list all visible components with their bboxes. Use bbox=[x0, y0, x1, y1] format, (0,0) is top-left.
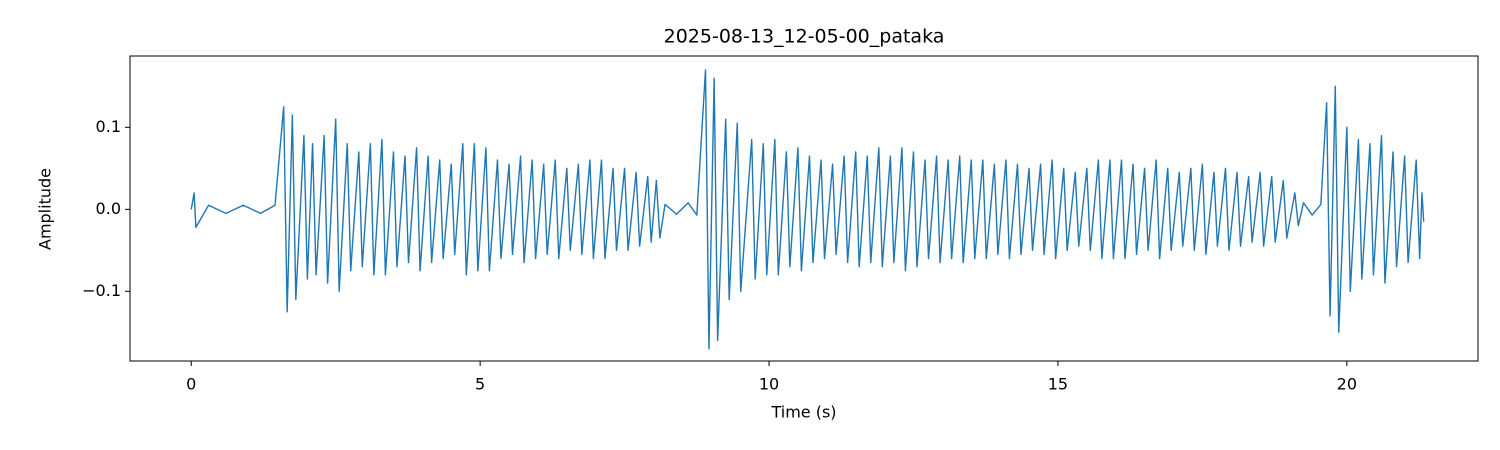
y-axis-label: Amplitude bbox=[36, 168, 55, 250]
y-tick-label: −0.1 bbox=[82, 281, 121, 300]
y-tick-label: 0.0 bbox=[96, 199, 121, 218]
x-axis-label: Time (s) bbox=[770, 403, 836, 422]
x-tick-label: 0 bbox=[186, 375, 196, 394]
waveform-line bbox=[190, 69, 1425, 350]
plot-frame bbox=[129, 55, 1479, 362]
x-tick-label: 20 bbox=[1337, 375, 1357, 394]
y-tick-label: 0.1 bbox=[96, 117, 121, 136]
x-tick-label: 15 bbox=[1048, 375, 1068, 394]
chart-title: 2025-08-13_12-05-00_pataka bbox=[664, 26, 945, 48]
x-tick-label: 5 bbox=[475, 375, 485, 394]
x-tick-label: 10 bbox=[759, 375, 779, 394]
